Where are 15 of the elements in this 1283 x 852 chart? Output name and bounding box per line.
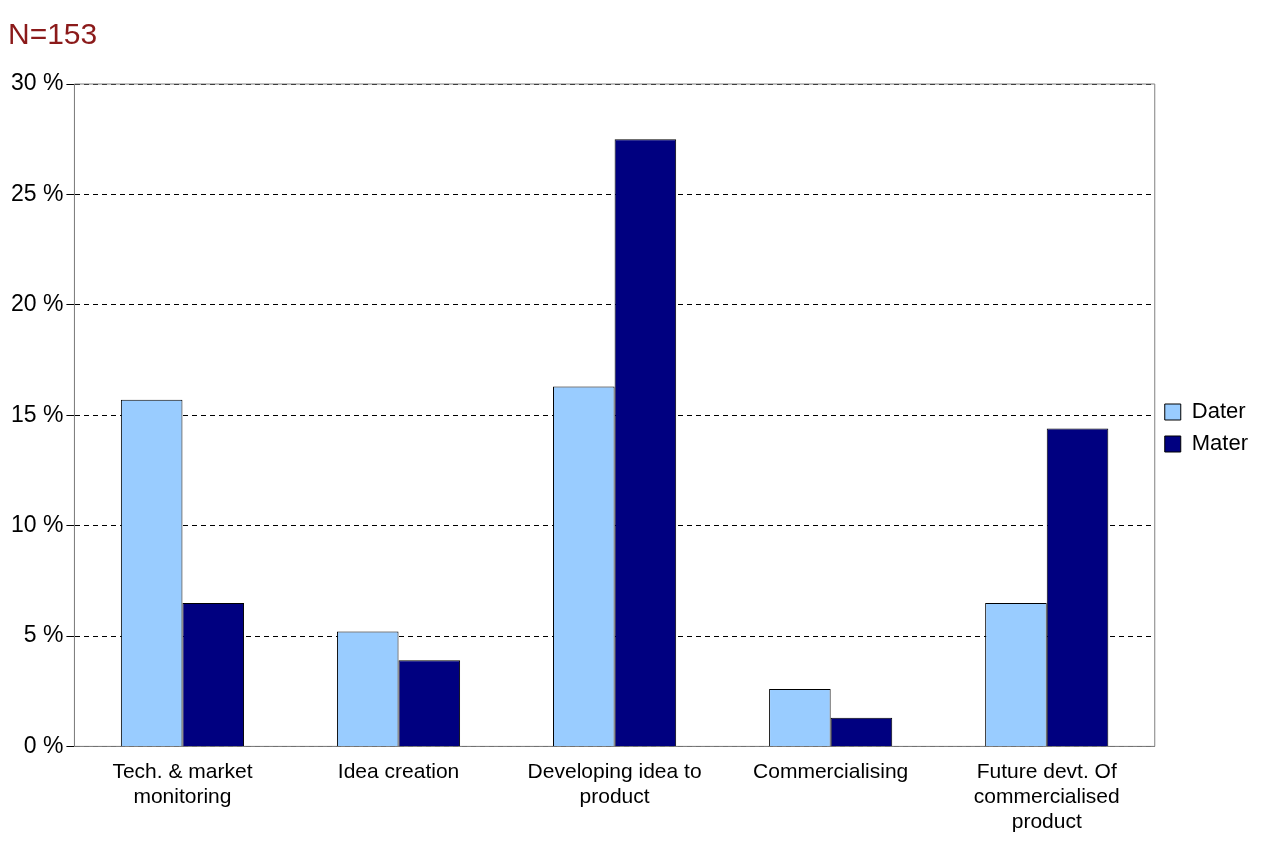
y-tick-label: 10 %	[10, 510, 64, 537]
y-tick-label: 30 %	[10, 69, 64, 96]
y-tick-label: 0 %	[23, 731, 64, 758]
x-tick-label: Developing idea to product	[527, 758, 702, 807]
y-tick-label: 5 %	[23, 621, 64, 648]
x-tick-label: Future devt. Of commercialised product	[973, 758, 1120, 833]
y-tick-label: 20 %	[10, 290, 64, 317]
y-tick-label: 15 %	[10, 400, 64, 427]
chart-title: N=153	[8, 17, 98, 51]
legend-label: Dater	[1191, 398, 1246, 424]
legend-label: Mater	[1191, 430, 1249, 456]
y-tick-label: 25 %	[10, 179, 64, 206]
x-tick-label: Tech. & market monitoring	[112, 758, 253, 807]
x-tick-label: Idea creation	[337, 758, 460, 782]
x-tick-label: Commercialising	[753, 758, 909, 782]
